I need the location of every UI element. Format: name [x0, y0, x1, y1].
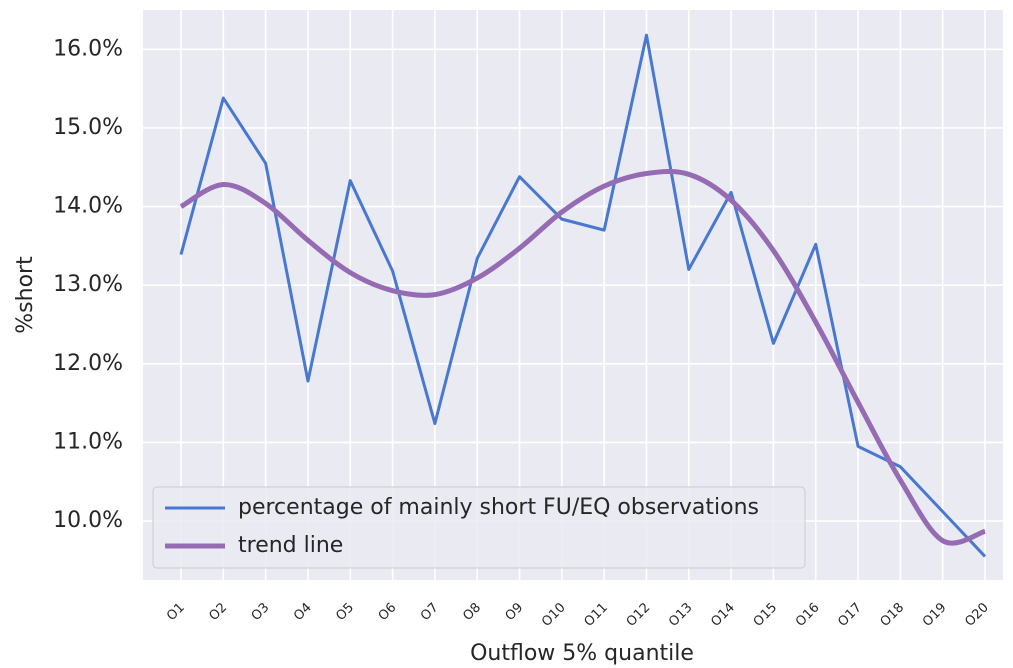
x-tick-label: O6 [376, 600, 400, 624]
x-tick-label: O20 [962, 600, 992, 630]
x-tick-label: O12 [624, 600, 654, 630]
legend-label: trend line [238, 533, 343, 558]
x-tick-label: O7 [418, 600, 442, 624]
x-tick-label: O10 [539, 600, 569, 630]
plot-area [143, 10, 1003, 580]
y-axis-label: %short [13, 256, 38, 334]
x-tick-label: O13 [666, 600, 696, 630]
x-tick-label: O1 [164, 600, 188, 624]
y-tick-label: 16.0% [53, 36, 123, 61]
y-tick-label: 12.0% [53, 351, 123, 376]
series-line [179, 169, 986, 546]
y-tick-label: 11.0% [53, 429, 123, 454]
x-tick-label: O4 [291, 600, 315, 624]
y-tick-label: 13.0% [53, 272, 123, 297]
x-axis-label: Outflow 5% quantile [470, 641, 694, 666]
x-tick-label: O14 [708, 600, 738, 630]
x-tick-label: O17 [835, 600, 865, 630]
x-tick-label: O19 [920, 600, 950, 630]
x-tick-label: O3 [249, 600, 273, 624]
x-tick-label: O9 [503, 600, 527, 624]
x-tick-label: O11 [581, 600, 611, 630]
x-tick-label: O2 [206, 600, 230, 624]
y-tick-label: 15.0% [53, 115, 123, 140]
x-tick-label: O5 [333, 600, 357, 624]
y-tick-label: 14.0% [53, 194, 123, 219]
legend-box [152, 486, 806, 569]
x-tick-label: O15 [751, 600, 781, 630]
x-tick-label: O16 [793, 600, 823, 630]
x-tick-label: O18 [878, 600, 908, 630]
x-tick-label: O8 [460, 600, 484, 624]
y-tick-label: 10.0% [53, 508, 123, 533]
series-line [179, 33, 987, 558]
legend-label: percentage of mainly short FU/EQ observa… [238, 495, 759, 520]
